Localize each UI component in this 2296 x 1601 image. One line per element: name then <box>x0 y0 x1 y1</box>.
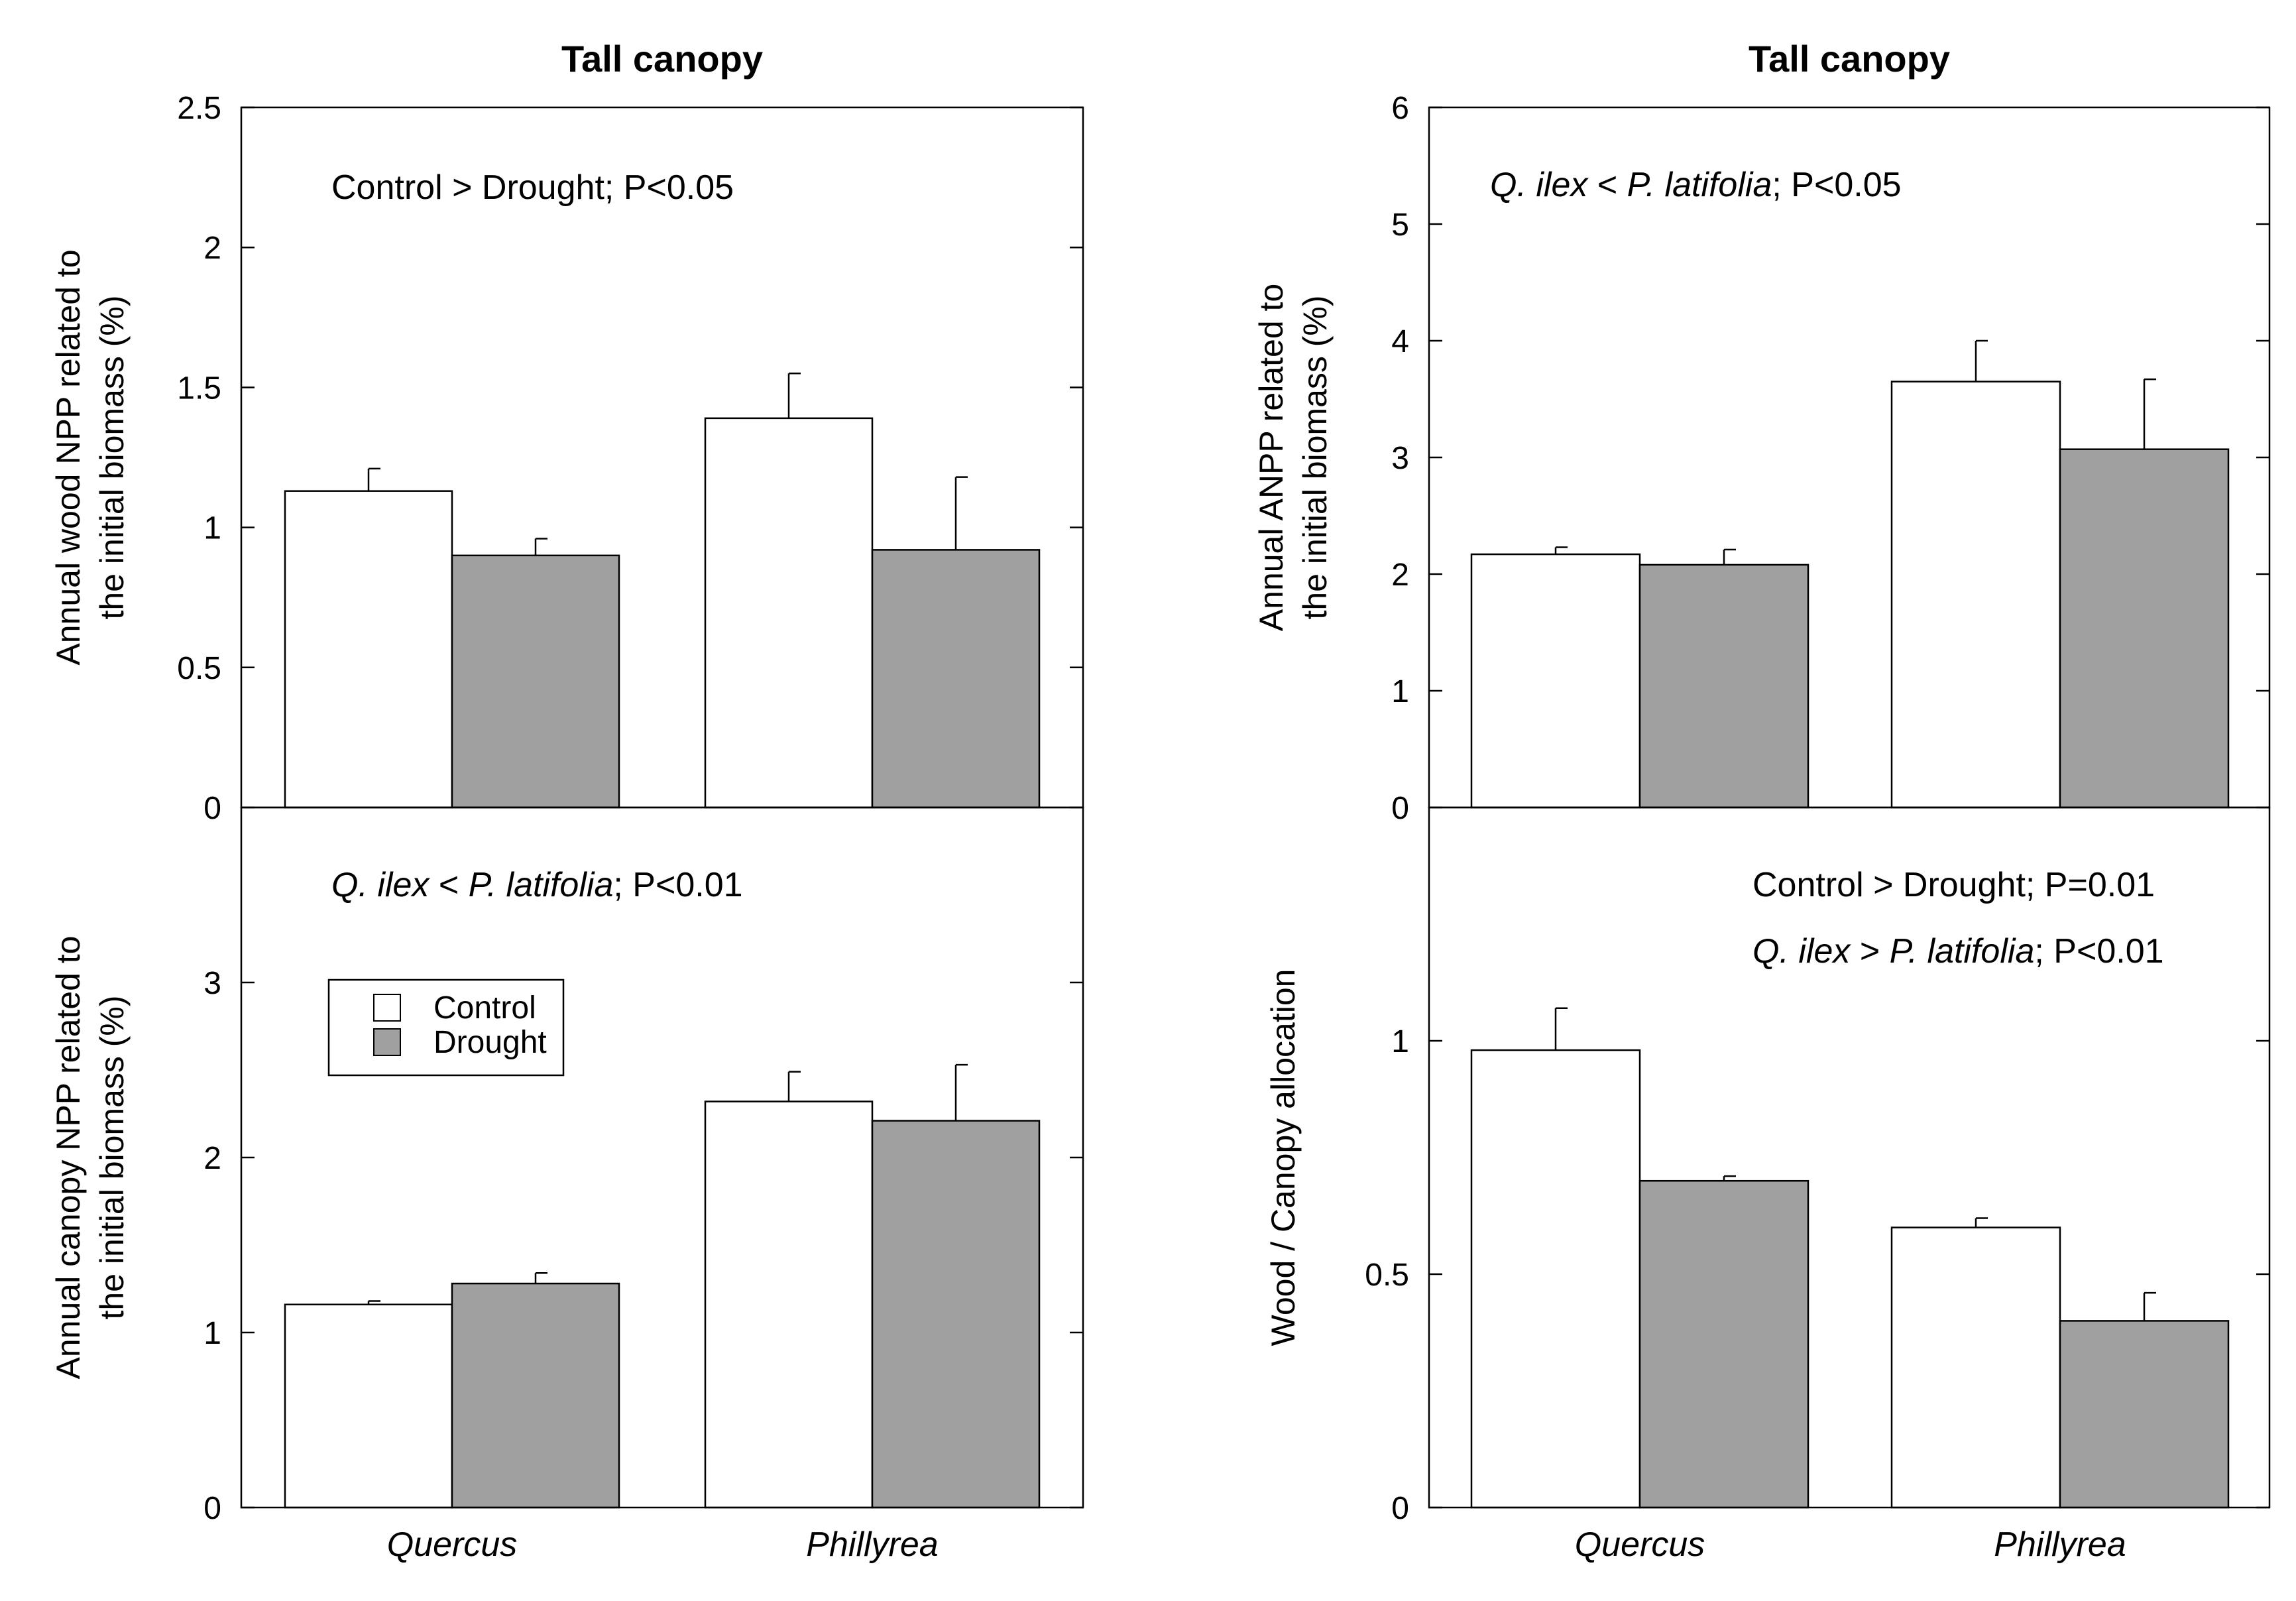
annotation-segment: P. latifolia <box>1890 932 2035 971</box>
bar-control-quercus <box>284 490 453 809</box>
y-tick-label: 2.5 <box>177 91 221 126</box>
y-axis-label-line: Wood / Canopy allocation <box>1265 969 1302 1346</box>
significance-annotation: Control > Drought; P<0.05 <box>331 168 734 207</box>
y-tick-label: 0.5 <box>1365 1258 1409 1293</box>
y-axis-label: Annual canopy NPP related to the initial … <box>50 936 131 1380</box>
annotation-segment: Q. ilex <box>1752 932 1851 971</box>
y-tick-label: 0.5 <box>177 651 221 686</box>
y-tick-label: 6 <box>1391 91 1409 126</box>
annotation-segment: ; P<0.01 <box>2034 932 2163 971</box>
bar-control-phillyrea <box>704 417 874 809</box>
legend-swatch-control <box>373 994 401 1022</box>
bar-drought-phillyrea <box>2059 1320 2230 1509</box>
y-tick-label: 3 <box>1391 441 1409 476</box>
y-tick-label: 4 <box>1391 324 1409 359</box>
y-axis-label-line: the initial biomass (%) <box>93 295 131 619</box>
bar-drought-phillyrea <box>871 549 1041 809</box>
y-tick-label: 3 <box>203 966 221 1001</box>
significance-annotation: Q. ilex < P. latifolia; P<0.01 <box>331 866 743 904</box>
y-axis-label-line: the initial biomass (%) <box>1296 295 1334 619</box>
y-tick-label: 1 <box>1391 1024 1409 1059</box>
y-axis-label: Annual wood NPP related to the initial bi… <box>50 249 131 665</box>
y-axis-label-line: Annual wood NPP related to <box>50 249 87 665</box>
category-label: Quercus <box>1575 1525 1705 1564</box>
y-axis-label: Annual ANPP related to the initial biomas… <box>1253 284 1334 631</box>
y-axis-label: Wood / Canopy allocation <box>1265 969 1302 1346</box>
bar-drought-quercus <box>451 1282 620 1509</box>
annotation-segment: Q. ilex <box>331 866 430 904</box>
category-label: Quercus <box>387 1525 518 1564</box>
annotation-segment: ; P<0.01 <box>613 866 742 904</box>
y-tick-label: 5 <box>1391 208 1409 243</box>
y-axis-label-line: Annual canopy NPP related to <box>50 936 87 1380</box>
category-label: Phillyrea <box>806 1525 938 1564</box>
y-tick-label: 1 <box>203 1316 221 1351</box>
annotation-segment: < <box>1587 166 1627 204</box>
bar-control-quercus <box>284 1303 453 1509</box>
y-tick-label: 1.5 <box>177 371 221 406</box>
legend-label-control: Control <box>433 990 536 1026</box>
y-tick-label: 0 <box>1391 1491 1409 1526</box>
annotation-segment: ; P<0.05 <box>1772 166 1901 204</box>
legend-box <box>327 978 565 1077</box>
bar-drought-quercus <box>1638 1179 1809 1509</box>
y-tick-label: 0 <box>1391 791 1409 826</box>
y-tick-label: 0 <box>203 791 221 826</box>
annotation-segment: Q. ilex <box>1490 166 1589 204</box>
category-label: Phillyrea <box>1994 1525 2126 1564</box>
chart-title: Tall canopy <box>561 38 763 80</box>
annotation-segment: P. latifolia <box>469 866 614 904</box>
annotation-segment: P. latifolia <box>1627 166 1772 204</box>
bar-drought-quercus <box>1638 563 1809 809</box>
annotation-segment: < <box>429 866 468 904</box>
bar-control-phillyrea <box>1890 1226 2061 1509</box>
chart-title: Tall canopy <box>1749 38 1950 80</box>
y-axis-label-line: Annual ANPP related to <box>1253 284 1290 631</box>
annotation-segment: > <box>1850 932 1889 971</box>
annotation-segment: Control > Drought; P<0.05 <box>331 168 734 207</box>
y-tick-label: 2 <box>1391 558 1409 593</box>
bar-control-quercus <box>1470 1049 1641 1509</box>
legend-swatch-drought <box>373 1028 401 1056</box>
significance-annotation: Q. ilex > P. latifolia; P<0.01 <box>1752 932 2164 971</box>
bar-drought-phillyrea <box>2059 448 2230 809</box>
y-tick-label: 1 <box>203 511 221 546</box>
plot-frame <box>240 806 1084 1509</box>
legend-label-drought: Drought <box>433 1025 547 1060</box>
bar-drought-quercus <box>451 554 620 809</box>
bar-control-phillyrea <box>704 1100 874 1509</box>
y-axis-label-line: the initial biomass (%) <box>93 995 131 1319</box>
bar-drought-phillyrea <box>871 1120 1041 1509</box>
y-tick-label: 1 <box>1391 674 1409 709</box>
y-tick-label: 2 <box>203 1141 221 1176</box>
significance-annotation: Q. ilex < P. latifolia; P<0.05 <box>1490 166 1902 204</box>
plot-frame <box>1428 806 2271 1509</box>
bar-control-phillyrea <box>1890 381 2061 809</box>
annotation-segment: Control > Drought; P=0.01 <box>1752 866 2155 904</box>
y-tick-label: 2 <box>203 231 221 266</box>
bar-control-quercus <box>1470 553 1641 809</box>
significance-annotation: Control > Drought; P=0.01 <box>1752 866 2155 904</box>
y-tick-label: 0 <box>203 1491 221 1526</box>
